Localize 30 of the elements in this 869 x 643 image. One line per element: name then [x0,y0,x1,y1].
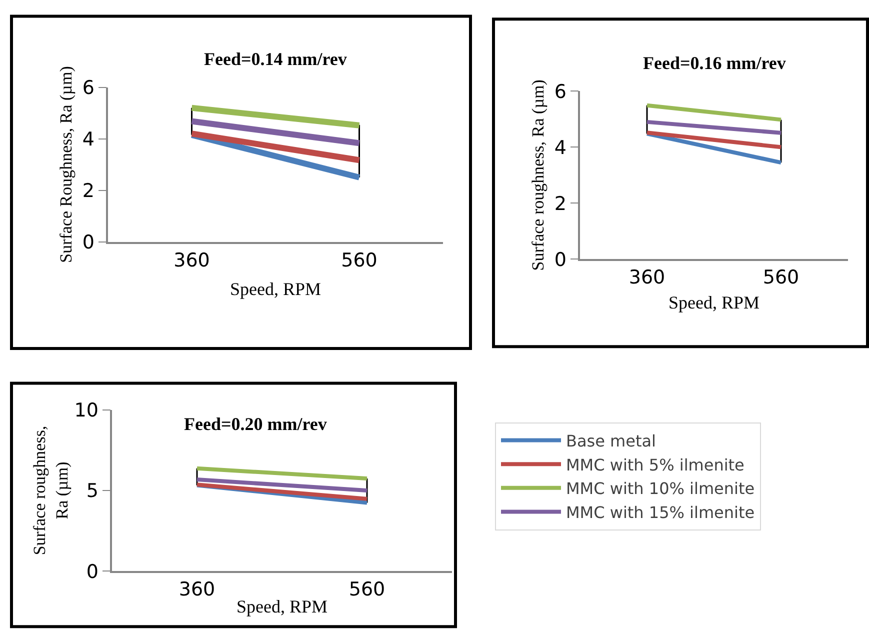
x-tick-label: 360 [178,578,216,601]
x-tick-label: 560 [762,266,800,289]
y-tick-label: 0 [86,560,98,583]
legend-label: MMC with 10% ilmenite [566,479,755,498]
legend-label: MMC with 15% ilmenite [566,502,755,522]
x-axis-title: Speed, RPM [668,292,760,312]
y-tick-label: 2 [554,192,566,215]
y-tick-label: 6 [82,76,94,99]
y-tick-label: 10 [74,399,98,422]
chart-title: Feed=0.16 mm/rev [643,53,786,73]
x-axis-title: Speed, RPM [230,278,322,299]
legend-label: Base metal [566,432,656,451]
x-tick-label: 560 [341,249,378,272]
chart-title: Feed=0.20 mm/rev [184,414,327,434]
y-tick-label: 2 [82,180,94,202]
legend-label: MMC with 5% ilmenite [566,455,744,474]
y-axis-title: Surface roughness, Ra (µm) [30,426,72,556]
y-tick-label: 4 [82,128,94,150]
y-axis-title: Surface roughness, Ra (µm) [528,80,548,271]
y-tick-label: 5 [86,480,98,502]
chart-title: Feed=0.14 mm/rev [204,49,347,69]
y-axis-title: Surface Roughness, Ra (µm) [56,66,76,263]
y-tick-label: 6 [554,80,566,103]
x-tick-label: 360 [628,266,666,289]
y-tick-label: 0 [82,231,94,254]
x-axis-title: Speed, RPM [236,596,328,616]
x-tick-label: 560 [348,578,386,601]
x-tick-label: 360 [174,249,210,272]
y-tick-label: 4 [554,136,566,159]
y-tick-label: 0 [554,248,566,271]
